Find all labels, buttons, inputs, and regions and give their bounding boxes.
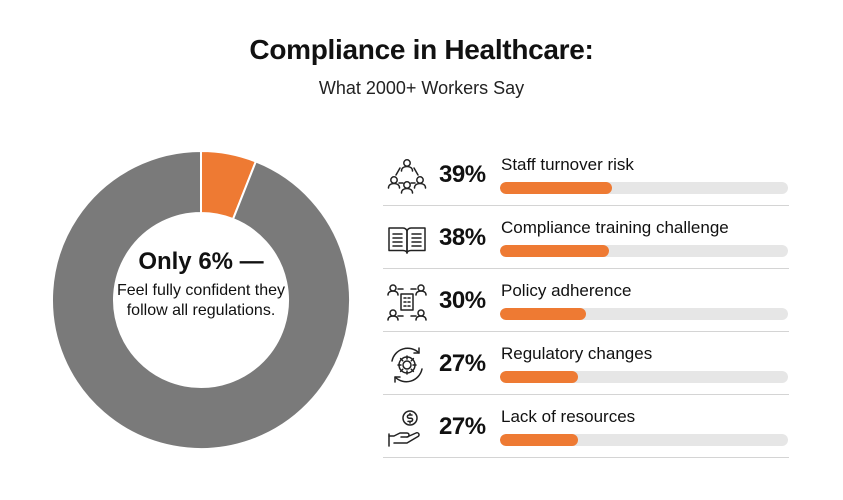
- progress-track: [500, 182, 788, 194]
- stat-row: 27% Regulatory changes: [383, 332, 789, 395]
- stat-label: Compliance training challenge: [501, 218, 729, 237]
- stat-label: Regulatory changes: [501, 344, 653, 363]
- stat-label: Policy adherence: [501, 281, 632, 300]
- progress-fill: [500, 245, 610, 257]
- progress-fill: [500, 308, 587, 320]
- stat-value: 39%: [439, 161, 486, 188]
- stat-label: Lack of resources: [501, 407, 636, 426]
- stat-label: Staff turnover risk: [501, 155, 634, 174]
- stat-value: 27%: [439, 350, 486, 377]
- stat-value: 38%: [439, 224, 486, 251]
- stat-row: 27% Lack of resources: [383, 395, 789, 458]
- stats-list: 39% Staff turnover risk 38% Compliance tra…: [383, 143, 789, 458]
- donut-svg: [52, 151, 350, 449]
- building-people-icon: [387, 282, 427, 322]
- stat-value: 30%: [439, 287, 486, 314]
- progress-fill: [500, 182, 613, 194]
- progress-fill: [500, 371, 578, 383]
- donut-headline: Only 6% —: [138, 248, 264, 275]
- chart-title: Compliance in Healthcare:: [249, 34, 594, 65]
- stat-row: 38% Compliance training challenge: [383, 206, 789, 269]
- progress-track: [500, 308, 788, 320]
- donut-chart: Only 6% — Feel fully confident they foll…: [52, 151, 350, 449]
- progress-track: [500, 434, 788, 446]
- donut-slice-1: [52, 151, 350, 449]
- chart-subtitle: What 2000+ Workers Say: [318, 78, 525, 98]
- stat-value: 27%: [439, 413, 486, 440]
- people-network-icon: [387, 156, 427, 196]
- hand-coin-icon: [387, 408, 427, 448]
- open-book-icon: [387, 219, 427, 259]
- progress-track: [500, 371, 788, 383]
- stat-row: 30% Policy adherence: [383, 269, 789, 332]
- progress-fill: [500, 434, 578, 446]
- gear-arrows-icon: [387, 345, 427, 385]
- donut-center: Only 6% — Feel fully confident they foll…: [101, 247, 301, 321]
- stat-row: 39% Staff turnover risk: [383, 143, 789, 206]
- progress-track: [500, 245, 788, 257]
- donut-caption: Feel fully confident they follow all reg…: [116, 282, 286, 319]
